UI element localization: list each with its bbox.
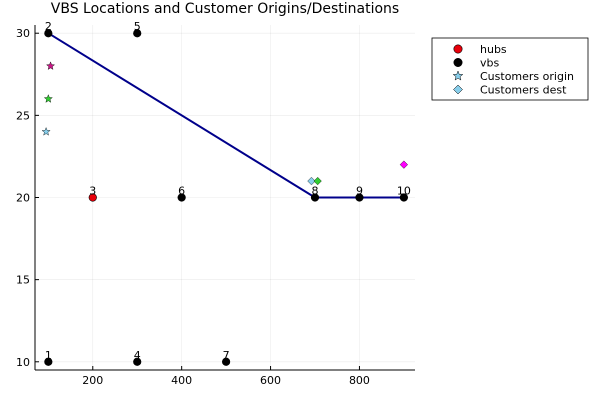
vbs-point — [44, 29, 53, 38]
customer-dest-point — [307, 176, 316, 186]
point-number-label: 7 — [223, 349, 230, 362]
x-tick-label: 400 — [171, 374, 192, 387]
hub-point — [88, 193, 97, 202]
point-number-label: 6 — [178, 185, 185, 198]
data-points: 3 1 2 4 5 6 7 8 9 10 — [41, 20, 411, 366]
route-polyline — [47, 32, 404, 199]
point-number-label: 10 — [397, 185, 411, 198]
customer-origin-point — [43, 94, 53, 103]
legend-label: Customers origin — [480, 70, 574, 83]
vbs-point — [310, 193, 320, 202]
legend-marker-diamond — [453, 84, 463, 95]
legend-label: Customers dest — [480, 84, 567, 97]
legend-marker-star — [452, 70, 464, 81]
y-tick-label: 15 — [16, 274, 30, 287]
point-number-label: 1 — [45, 349, 52, 362]
y-tick-label: 25 — [16, 109, 30, 122]
y-tick-label: 10 — [16, 356, 30, 369]
point-number-label: 2 — [45, 20, 52, 33]
legend-label: vbs — [480, 57, 499, 70]
point-number-label: 4 — [134, 349, 141, 362]
vbs-point — [399, 193, 408, 202]
y-tick-label: 20 — [16, 192, 30, 205]
point-number-label: 9 — [356, 185, 363, 198]
legend-marker-circle — [453, 57, 463, 67]
vbs-point — [222, 357, 231, 366]
chart-title: VBS Locations and Customer Origins/Desti… — [51, 1, 399, 17]
legend-label: hubs — [480, 43, 507, 56]
point-number-label: 8 — [312, 185, 319, 198]
vbs-point — [177, 193, 186, 202]
y-tick-label: 30 — [16, 27, 30, 40]
point-number-label: 3 — [89, 185, 96, 198]
vbs-point — [44, 357, 53, 366]
x-tick-label: 200 — [82, 374, 103, 387]
x-tick-label: 600 — [260, 374, 281, 387]
x-tick-label: 800 — [349, 374, 370, 387]
vbs-point — [355, 193, 364, 202]
axes: 200 400 600 800 10 15 20 25 30 — [16, 25, 415, 387]
point-number-label: 5 — [134, 20, 141, 33]
customer-dest-point — [313, 176, 322, 186]
legend-marker-circle — [453, 44, 463, 54]
vbs-point — [133, 29, 142, 38]
vbs-point — [133, 357, 142, 366]
customer-dest-point — [399, 160, 408, 169]
customer-origin-point — [46, 61, 56, 70]
route-line — [47, 32, 404, 199]
customer-origin-point — [41, 127, 51, 136]
